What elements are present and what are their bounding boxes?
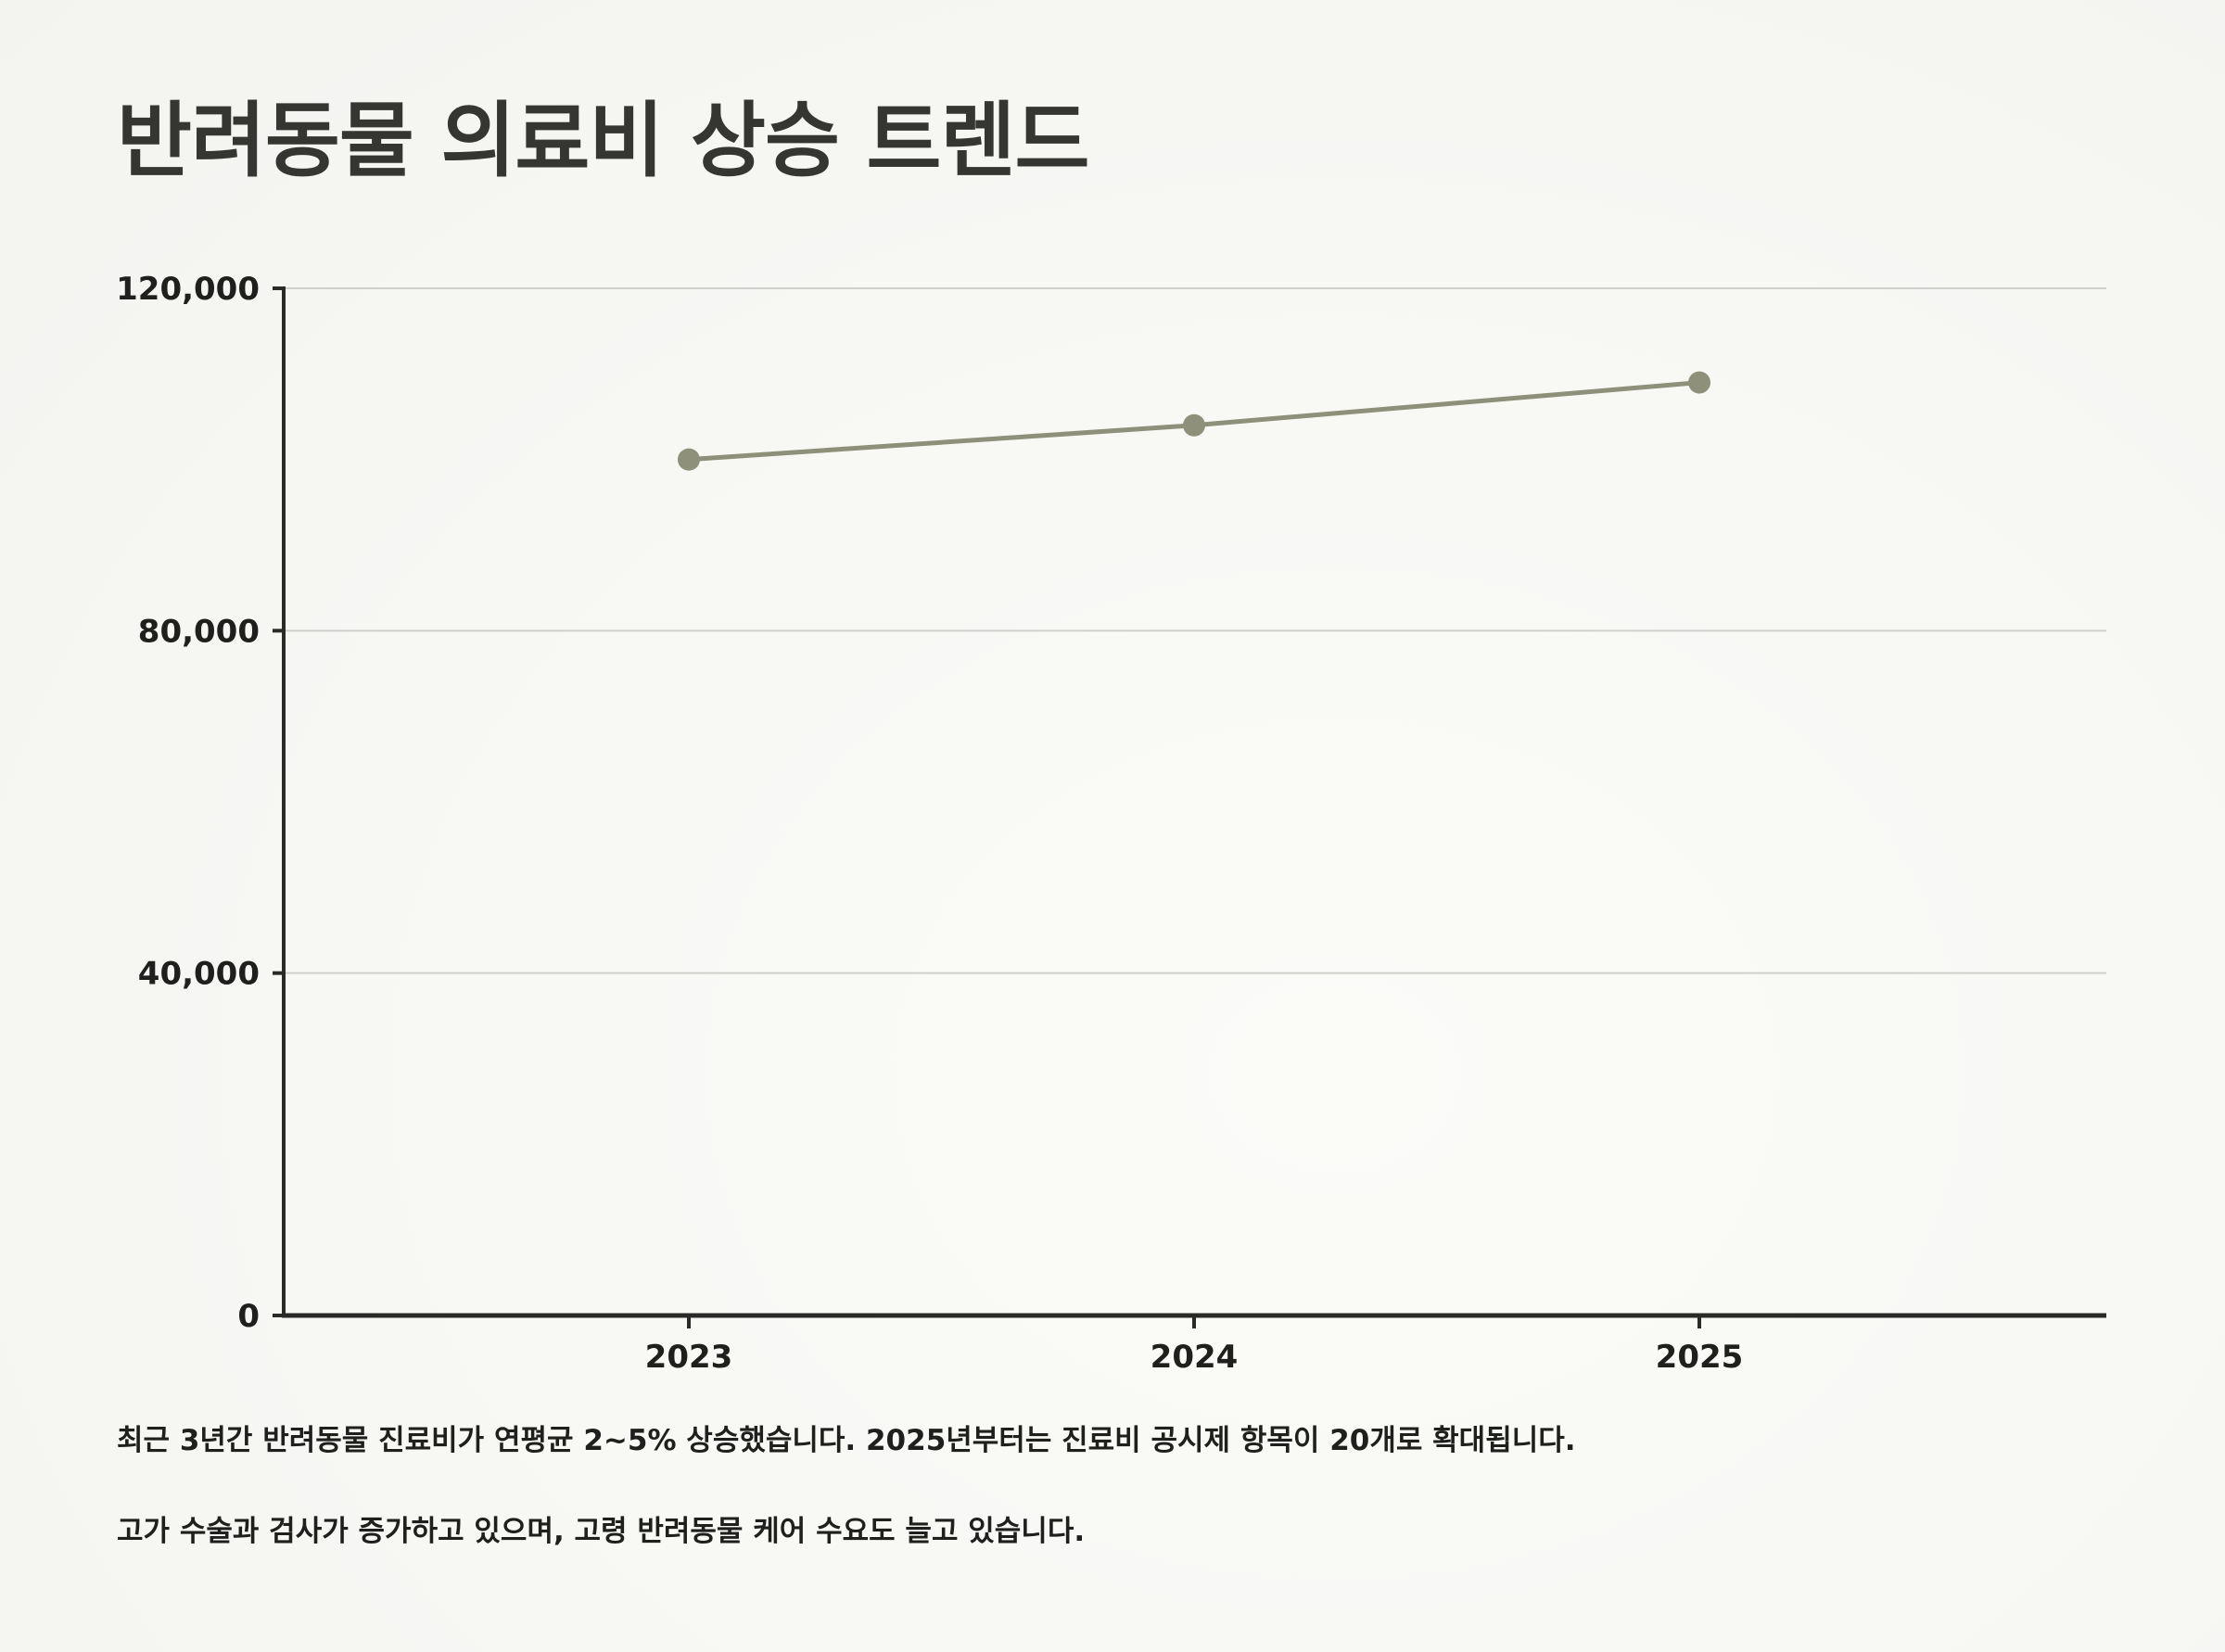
y-axis-ticks: 0 40,000 80,000 120,000 [116,271,284,1335]
series [678,371,1710,471]
y-tick-label: 40,000 [138,956,260,993]
data-point [1688,371,1710,394]
caption-line-1: 최근 3년간 반려동물 진료비가 연평균 2~5% 상승했습니다. 2025년부… [117,1424,1576,1457]
page-title: 반려동물 의료비 상승 트렌드 [117,93,1089,188]
y-tick-label: 80,000 [138,613,260,650]
data-point [1183,413,1205,437]
gridlines [284,287,2106,974]
axes [282,286,2106,1318]
x-axis-ticks: 2023 2024 2025 [645,1315,1744,1376]
x-tick-label: 2025 [1656,1339,1744,1376]
data-point [678,448,700,471]
y-tick-label: 120,000 [116,271,260,308]
y-tick-label: 0 [237,1298,260,1335]
line-chart: 0 40,000 80,000 120,000 2023 2024 2025 [116,271,2106,1376]
x-tick-label: 2023 [645,1339,733,1376]
x-tick-label: 2024 [1151,1339,1239,1376]
caption-line-2: 고가 수술과 검사가 증가하고 있으며, 고령 반려동물 케어 수요도 늘고 있… [117,1515,1086,1548]
